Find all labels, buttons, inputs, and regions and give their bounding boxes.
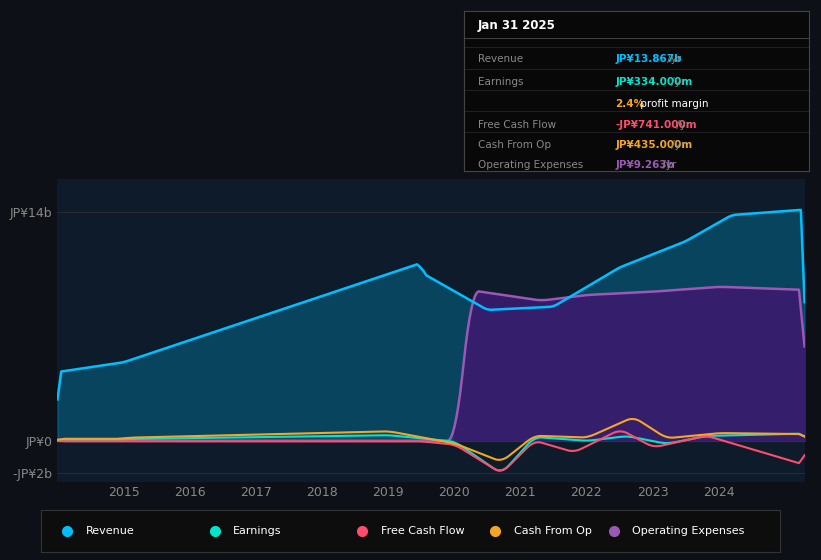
Text: JP¥334.000m: JP¥334.000m [616, 77, 693, 87]
Text: /yr: /yr [659, 160, 677, 170]
Text: -JP¥741.000m: -JP¥741.000m [616, 119, 697, 129]
Text: Cash From Op: Cash From Op [514, 526, 592, 535]
Text: JP¥13.867b: JP¥13.867b [616, 54, 682, 64]
Text: /yr: /yr [668, 140, 686, 150]
Text: Revenue: Revenue [85, 526, 134, 535]
Text: Jan 31 2025: Jan 31 2025 [478, 19, 556, 32]
Text: JP¥9.263b: JP¥9.263b [616, 160, 675, 170]
Text: 2.4%: 2.4% [616, 99, 644, 109]
Text: /yr: /yr [664, 54, 681, 64]
Text: Operating Expenses: Operating Expenses [478, 160, 583, 170]
Text: Operating Expenses: Operating Expenses [632, 526, 745, 535]
Text: Revenue: Revenue [478, 54, 523, 64]
Text: Earnings: Earnings [233, 526, 282, 535]
Text: Earnings: Earnings [478, 77, 523, 87]
Text: Cash From Op: Cash From Op [478, 140, 551, 150]
Text: /yr: /yr [668, 77, 686, 87]
Text: Free Cash Flow: Free Cash Flow [381, 526, 465, 535]
Text: /yr: /yr [673, 119, 690, 129]
Text: Free Cash Flow: Free Cash Flow [478, 119, 556, 129]
Text: JP¥435.000m: JP¥435.000m [616, 140, 693, 150]
Text: profit margin: profit margin [637, 99, 709, 109]
